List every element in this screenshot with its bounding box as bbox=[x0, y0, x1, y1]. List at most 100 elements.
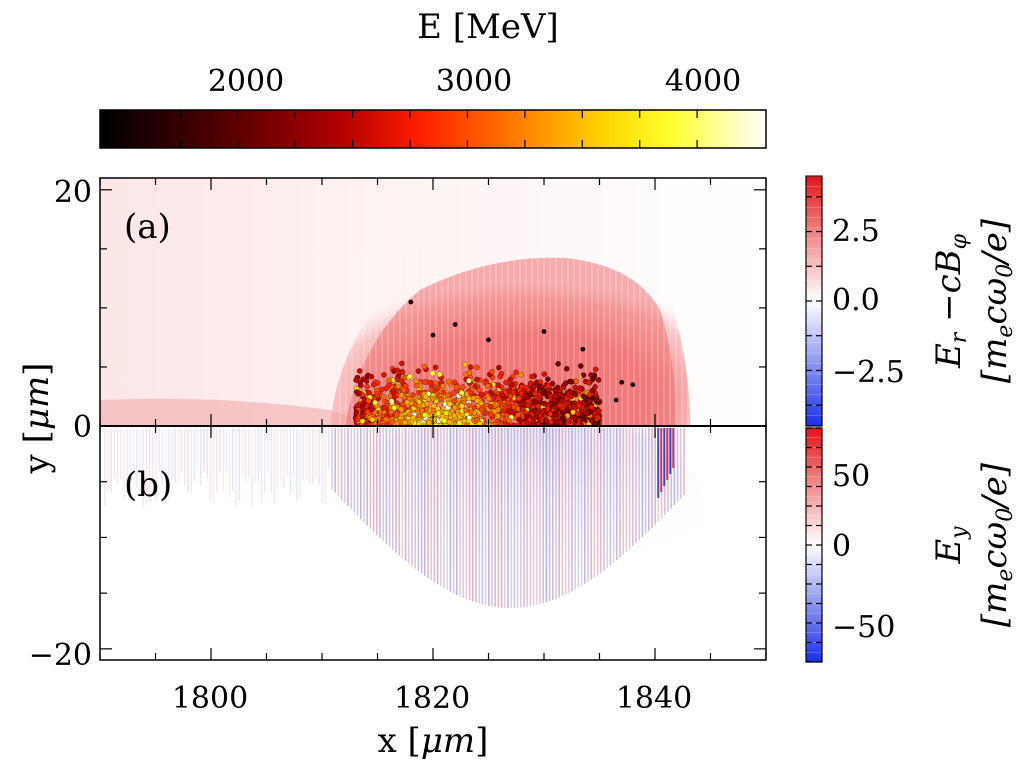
cb-b-label-line2: [mecω0/e] bbox=[975, 462, 1018, 627]
ey-stripe bbox=[203, 428, 205, 472]
ey-stripe bbox=[219, 428, 221, 472]
electron-point bbox=[548, 419, 554, 425]
ey-stripe bbox=[430, 428, 432, 581]
ey-stripe bbox=[110, 428, 112, 492]
electron-point bbox=[488, 411, 494, 418]
electron-point bbox=[532, 390, 538, 397]
ey-stripe bbox=[200, 428, 202, 486]
ey-stripe bbox=[500, 428, 503, 608]
cb-a-label-line1: Er −cBφ bbox=[929, 233, 972, 369]
electron-point bbox=[388, 409, 394, 415]
ey-stripe bbox=[644, 428, 647, 535]
electron-point bbox=[489, 368, 495, 375]
electron-point bbox=[574, 410, 581, 417]
ey-stripe bbox=[132, 428, 135, 470]
ey-stripe bbox=[596, 428, 599, 576]
energy-colorbar-ticks bbox=[122, 110, 698, 148]
electron-point bbox=[474, 376, 480, 383]
ey-stripe bbox=[401, 428, 404, 559]
ey-stripe bbox=[251, 428, 253, 508]
electron-point bbox=[476, 387, 482, 394]
ey-stripe bbox=[318, 428, 320, 485]
ey-stripe bbox=[468, 428, 471, 601]
ey-stripe bbox=[276, 428, 279, 488]
electron-point bbox=[535, 403, 541, 409]
ey-stripe bbox=[209, 428, 212, 501]
ey-stripe bbox=[187, 428, 189, 493]
ey-stripe bbox=[241, 428, 244, 477]
ey-stripe bbox=[158, 428, 160, 472]
ey-stripe bbox=[273, 428, 276, 504]
ey-stripe bbox=[504, 428, 506, 608]
ey-stripe bbox=[155, 428, 157, 502]
electron-point bbox=[531, 407, 538, 414]
electron-point bbox=[520, 407, 526, 413]
electron-point bbox=[386, 377, 392, 384]
electron-point bbox=[407, 411, 413, 417]
electron-point bbox=[364, 409, 371, 415]
ey-stripe bbox=[622, 428, 624, 555]
panel-b-field bbox=[100, 426, 766, 660]
electron-point bbox=[453, 384, 460, 390]
ey-stripe bbox=[648, 428, 650, 532]
electron-point bbox=[479, 391, 485, 398]
electron-point bbox=[388, 398, 395, 405]
electron-point bbox=[398, 406, 405, 413]
ey-stripe bbox=[478, 428, 480, 604]
ey-stripe bbox=[363, 428, 365, 523]
electron-point bbox=[466, 402, 472, 409]
electron-point bbox=[507, 393, 514, 400]
electron-point bbox=[491, 408, 498, 415]
electron-point bbox=[398, 411, 405, 418]
electron-point bbox=[539, 408, 546, 415]
electron-point bbox=[435, 410, 442, 417]
electron-point bbox=[422, 412, 428, 418]
ey-stripe bbox=[193, 428, 196, 481]
electron-point bbox=[592, 366, 599, 373]
ey-stripe bbox=[328, 428, 330, 469]
ey-stripe bbox=[536, 428, 538, 605]
electron-point bbox=[378, 386, 385, 393]
electron-point bbox=[586, 379, 592, 386]
electron-point bbox=[358, 382, 364, 389]
electron-point bbox=[545, 406, 551, 412]
electron-point bbox=[383, 385, 389, 392]
cb-a-tick-0.0: 0.0 bbox=[832, 283, 880, 318]
ey-stripe bbox=[283, 428, 285, 489]
ey-stripe bbox=[372, 428, 375, 532]
ey-stripe bbox=[360, 428, 362, 520]
electron-point bbox=[474, 398, 481, 404]
electron-point bbox=[485, 383, 491, 389]
ey-stripe bbox=[510, 428, 512, 608]
ey-stripe bbox=[161, 428, 164, 486]
electron-point bbox=[356, 368, 363, 374]
ey-stripe bbox=[673, 428, 676, 506]
electron-point bbox=[402, 419, 408, 426]
ey-stripe bbox=[593, 428, 596, 578]
electron-point bbox=[554, 419, 560, 425]
ey-stripe bbox=[577, 428, 580, 588]
electron-point bbox=[430, 396, 436, 402]
ey-stripe bbox=[174, 428, 176, 484]
ey-stripe bbox=[548, 428, 551, 602]
electron-point bbox=[382, 404, 388, 411]
electron-point bbox=[545, 376, 551, 382]
electron-point bbox=[468, 409, 475, 416]
electron-point bbox=[390, 388, 396, 395]
ey-stripe bbox=[324, 428, 327, 505]
electron-point bbox=[403, 383, 409, 389]
electron-point bbox=[524, 413, 530, 419]
ey-stripe bbox=[308, 428, 311, 485]
electron-point bbox=[586, 391, 593, 398]
electron-point bbox=[451, 379, 458, 386]
electron-outlier bbox=[541, 329, 547, 334]
electron-point bbox=[356, 390, 362, 396]
field-colorbar-b-ticks bbox=[806, 427, 822, 663]
electron-point bbox=[486, 395, 492, 402]
ey-stripe bbox=[628, 428, 631, 550]
electron-outlier bbox=[486, 337, 491, 343]
ey-stripe bbox=[513, 428, 516, 608]
xtick-1820: 1820 bbox=[394, 681, 470, 716]
electron-point bbox=[488, 403, 494, 410]
ey-stripe bbox=[523, 428, 525, 608]
